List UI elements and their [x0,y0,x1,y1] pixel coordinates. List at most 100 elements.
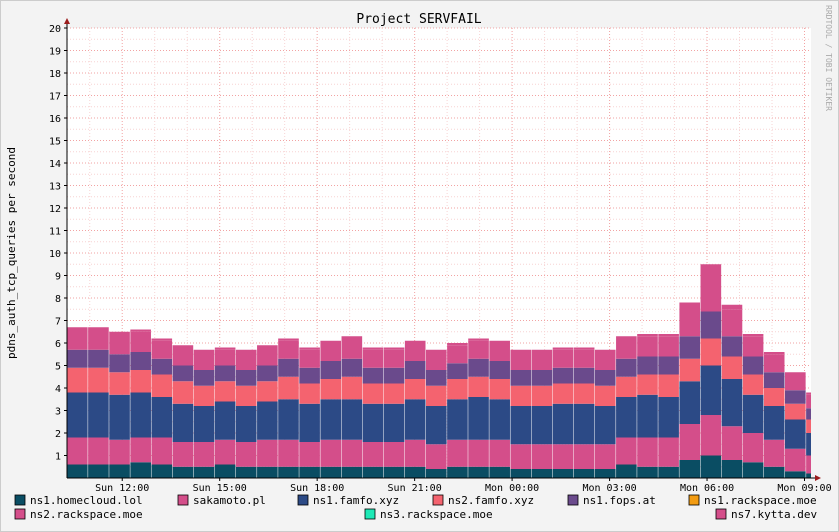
bar-segment-ns2-rackspace-moe [616,338,637,359]
bar-segment-ns1-famfo-xyz [130,392,151,438]
bar-segment-ns1-famfo-xyz [489,399,510,440]
y-tick-label: 19 [49,47,61,58]
bar-segment-ns2-famfo-xyz [658,374,679,397]
bar-segment-ns1-homecloud-lol [616,464,637,478]
bar-segment-ns1-famfo-xyz [67,392,88,438]
bar-segment-ns7-kytta-dev [721,304,743,310]
bar-segment-ns1-fops-at [721,336,743,357]
bar-segment-sakamoto-pl [88,437,109,465]
bar-segment-ns7-kytta-dev [299,347,320,350]
bar-segment-ns1-famfo-xyz [700,365,722,415]
bar-segment-ns1-famfo-xyz [383,403,405,442]
legend-label: ns2.famfo.xyz [448,494,534,507]
bar-segment-ns1-fops-at [341,358,363,377]
bar-segment-ns1-homecloud-lol [257,466,278,478]
bar-segment-ns1-homecloud-lol [721,460,743,478]
bar-segment-ns1-homecloud-lol [404,466,426,478]
bar-segment-ns2-rackspace-moe [383,349,405,368]
bar-segment-ns1-famfo-xyz [320,399,342,440]
bar-segment-ns1-homecloud-lol [806,473,811,478]
legend-label: ns7.kytta.dev [731,508,817,521]
axes [64,18,821,481]
y-tick-label: 1 [55,452,61,463]
bar-segment-ns1-fops-at [594,370,616,386]
bar-segment-sakamoto-pl [151,437,173,465]
bar-segment-sakamoto-pl [383,442,405,467]
legend-swatch [688,494,700,506]
bar-segment-ns2-rackspace-moe [130,331,151,352]
bar-segment-sakamoto-pl [510,444,532,469]
bar-segment-ns1-famfo-xyz [573,403,595,445]
bar-segment-ns1-famfo-xyz [679,381,701,424]
bar-segment-ns2-famfo-xyz [447,379,468,400]
bar-segment-sakamoto-pl [742,433,764,463]
y-axis-arrow [64,18,70,24]
bar-segment-ns7-kytta-dev [172,345,194,348]
bar-segment-ns7-kytta-dev [151,338,173,341]
bar-segment-ns1-homecloud-lol [278,466,299,478]
bar-segment-ns1-homecloud-lol [214,464,236,478]
y-tick-label: 17 [49,92,61,103]
y-tick-label: 13 [49,182,61,193]
bar-segment-ns1-homecloud-lol [383,466,405,478]
bar-segment-ns7-kytta-dev [426,349,447,352]
watermark: RRDTOOL / TOBI OETIKER [824,5,833,111]
bar-segment-ns2-famfo-xyz [552,383,574,404]
bar-segment-ns1-homecloud-lol [172,466,194,478]
bar-segment-ns2-rackspace-moe [151,340,173,359]
bar-segment-ns1-fops-at [257,365,278,382]
bar-segment-sakamoto-pl [341,439,363,467]
bar-segment-sakamoto-pl [785,448,806,472]
y-axis-label: pdns_auth_tcp_queries per second [5,147,18,359]
bar-segment-ns2-famfo-xyz [257,381,278,402]
bar-segment-ns2-famfo-xyz [806,419,811,433]
bar-segment-sakamoto-pl [426,444,447,469]
y-tick-label: 3 [55,407,61,418]
bar-segment-ns2-rackspace-moe [700,271,722,312]
bar-segment-ns1-homecloud-lol [193,466,215,478]
bar-segment-ns7-kytta-dev [320,340,342,343]
bar-segment-sakamoto-pl [404,439,426,467]
x-tick-label: Sun 12:00 [95,483,149,494]
bar-segment-ns7-kytta-dev [742,334,764,337]
x-tick-label: Mon 00:00 [485,483,539,494]
bar-segment-ns1-famfo-xyz [341,399,363,440]
bar-segment-ns1-famfo-xyz [785,419,806,449]
bar-segment-ns1-famfo-xyz [88,392,109,438]
legend-label: ns3.rackspace.moe [380,508,493,521]
bar-segment-ns1-fops-at [383,367,405,384]
bar-segment-ns2-famfo-xyz [362,383,384,404]
bar-segment-ns2-famfo-xyz [130,370,151,393]
bar-segment-ns2-famfo-xyz [235,385,257,406]
bar-segment-ns1-fops-at [616,358,637,377]
bar-segment-ns1-homecloud-lol [130,462,151,478]
bar-segment-ns2-rackspace-moe [721,309,743,337]
y-tick-label: 2 [55,429,61,440]
bar-segment-ns1-fops-at [320,361,342,379]
bar-segment-ns2-rackspace-moe [531,352,553,370]
bar-segment-ns2-famfo-xyz [320,379,342,400]
bar-segment-ns7-kytta-dev [214,347,236,350]
bar-segment-ns1-homecloud-lol [531,469,553,478]
bar-segment-ns2-rackspace-moe [193,352,215,370]
legend-label: ns1.fops.at [583,494,656,507]
bar-segment-ns2-famfo-xyz [742,374,764,395]
bar-segment-ns2-rackspace-moe [785,374,806,391]
bar-segment-sakamoto-pl [531,444,553,469]
bar-segment-ns1-fops-at [235,370,257,386]
bar-segment-ns7-kytta-dev [616,336,637,339]
bar-segment-ns1-homecloud-lol [742,462,764,478]
bar-segment-ns1-fops-at [426,370,447,386]
bar-segment-sakamoto-pl [552,444,574,469]
bar-segment-ns1-fops-at [109,354,130,373]
bar-segment-ns1-homecloud-lol [299,466,320,478]
bar-segment-ns1-famfo-xyz [426,406,447,445]
bar-segment-ns2-famfo-xyz [531,385,553,406]
bar-segment-ns1-fops-at [679,336,701,359]
bar-segment-ns2-rackspace-moe [214,349,236,366]
bar-segment-ns2-famfo-xyz [489,379,510,400]
bar-segment-sakamoto-pl [109,439,130,465]
bar-segment-ns2-famfo-xyz [67,367,88,393]
bar-segment-ns1-famfo-xyz [658,397,679,438]
legend: ns1.homecloud.lol sakamoto.pl ns1.famfo.xy… [14,494,817,521]
